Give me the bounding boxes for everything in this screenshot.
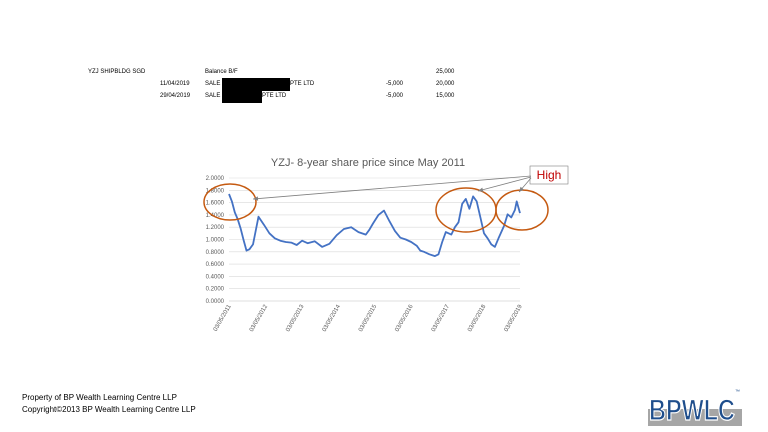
ledger-row-2-desc: SALE bbox=[205, 93, 221, 99]
annotation-label: High bbox=[537, 168, 562, 182]
chart-title: YZJ- 8-year share price since May 2011 bbox=[271, 157, 465, 169]
chart-gridlines bbox=[229, 177, 520, 302]
arrow-head bbox=[478, 187, 484, 192]
y-tick-label: 0.4000 bbox=[206, 274, 225, 280]
footer-property: Property of BP Wealth Learning Centre LL… bbox=[22, 393, 177, 402]
redaction-bar bbox=[222, 78, 290, 91]
highlight-circle bbox=[203, 183, 257, 221]
y-axis-ticks: 0.0000 0.2000 0.4000 0.6000 0.8000 1.0000 1.20… bbox=[206, 176, 225, 305]
y-tick-label: 0.0000 bbox=[206, 299, 225, 305]
x-tick-label: 03/05/2015 bbox=[358, 303, 379, 333]
bpwlc-logo: BPWLC ™ bbox=[648, 389, 742, 426]
x-tick-label: 03/05/2011 bbox=[213, 303, 233, 332]
highlight-circle bbox=[435, 187, 497, 233]
x-tick-label: 03/05/2019 bbox=[504, 303, 525, 333]
x-axis-ticks: 03/05/2011 03/05/2012 03/05/2013 03/05/2014… bbox=[213, 303, 524, 333]
y-tick-label: 1.0000 bbox=[206, 238, 225, 244]
logo-trademark: ™ bbox=[735, 389, 740, 395]
x-tick-label: 03/05/2017 bbox=[431, 303, 452, 333]
series-layer bbox=[228, 193, 521, 258]
ledger-row-2-balance: 15,000 bbox=[436, 93, 455, 99]
x-tick-label: 03/05/2016 bbox=[394, 303, 415, 333]
ledger-row-0-desc: Balance B/F bbox=[205, 69, 238, 75]
ledger-row-1-suffix: PTE LTD bbox=[290, 81, 315, 87]
x-tick-label: 03/05/2018 bbox=[467, 303, 488, 333]
arrow-head bbox=[519, 186, 524, 192]
y-tick-label: 1.8000 bbox=[206, 188, 225, 194]
y-tick-label: 0.8000 bbox=[206, 250, 225, 256]
price-series-line bbox=[228, 193, 521, 258]
x-tick-label: 03/05/2013 bbox=[285, 303, 306, 333]
logo-text: BPWLC bbox=[649, 394, 735, 426]
ledger-row-2-suffix: PTE LTD bbox=[262, 93, 287, 99]
ledger-row-1-qty: -5,000 bbox=[386, 81, 404, 87]
redaction-bar bbox=[222, 90, 262, 103]
ledger-security: YZJ SHIPBLDG SGD bbox=[88, 69, 146, 75]
y-tick-label: 0.2000 bbox=[206, 287, 225, 293]
annotation-arrow bbox=[252, 175, 532, 200]
annotation-box bbox=[529, 165, 569, 185]
ledger-row-0-balance: 25,000 bbox=[436, 69, 455, 75]
arrow-head bbox=[253, 196, 259, 201]
y-tick-label: 1.2000 bbox=[206, 225, 225, 231]
x-tick-label: 03/05/2014 bbox=[322, 303, 343, 333]
footer-copyright: Copyright©2013 BP Wealth Learning Centre… bbox=[22, 405, 196, 414]
x-tick-label: 03/05/2012 bbox=[249, 303, 270, 333]
annotation-layer: High bbox=[203, 165, 569, 233]
ledger-row-1-date: 11/04/2019 bbox=[160, 81, 190, 87]
ledger-row-2-qty: -5,000 bbox=[386, 93, 404, 99]
y-tick-label: 2.0000 bbox=[206, 176, 225, 182]
ledger-row-2-date: 29/04/2019 bbox=[160, 93, 191, 99]
annotation-arrow bbox=[477, 176, 532, 192]
y-tick-label: 1.6000 bbox=[206, 201, 225, 207]
ledger-table: YZJ SHIPBLDG SGD Balance B/F 25,000 11/0… bbox=[0, 0, 768, 110]
y-tick-label: 1.4000 bbox=[206, 213, 225, 219]
logo-gray-band bbox=[648, 409, 742, 426]
ledger-row-1-desc: SALE bbox=[205, 81, 221, 87]
highlight-circle bbox=[495, 189, 549, 231]
y-tick-label: 0.6000 bbox=[206, 262, 225, 268]
ledger-row-1-balance: 20,000 bbox=[436, 81, 455, 87]
